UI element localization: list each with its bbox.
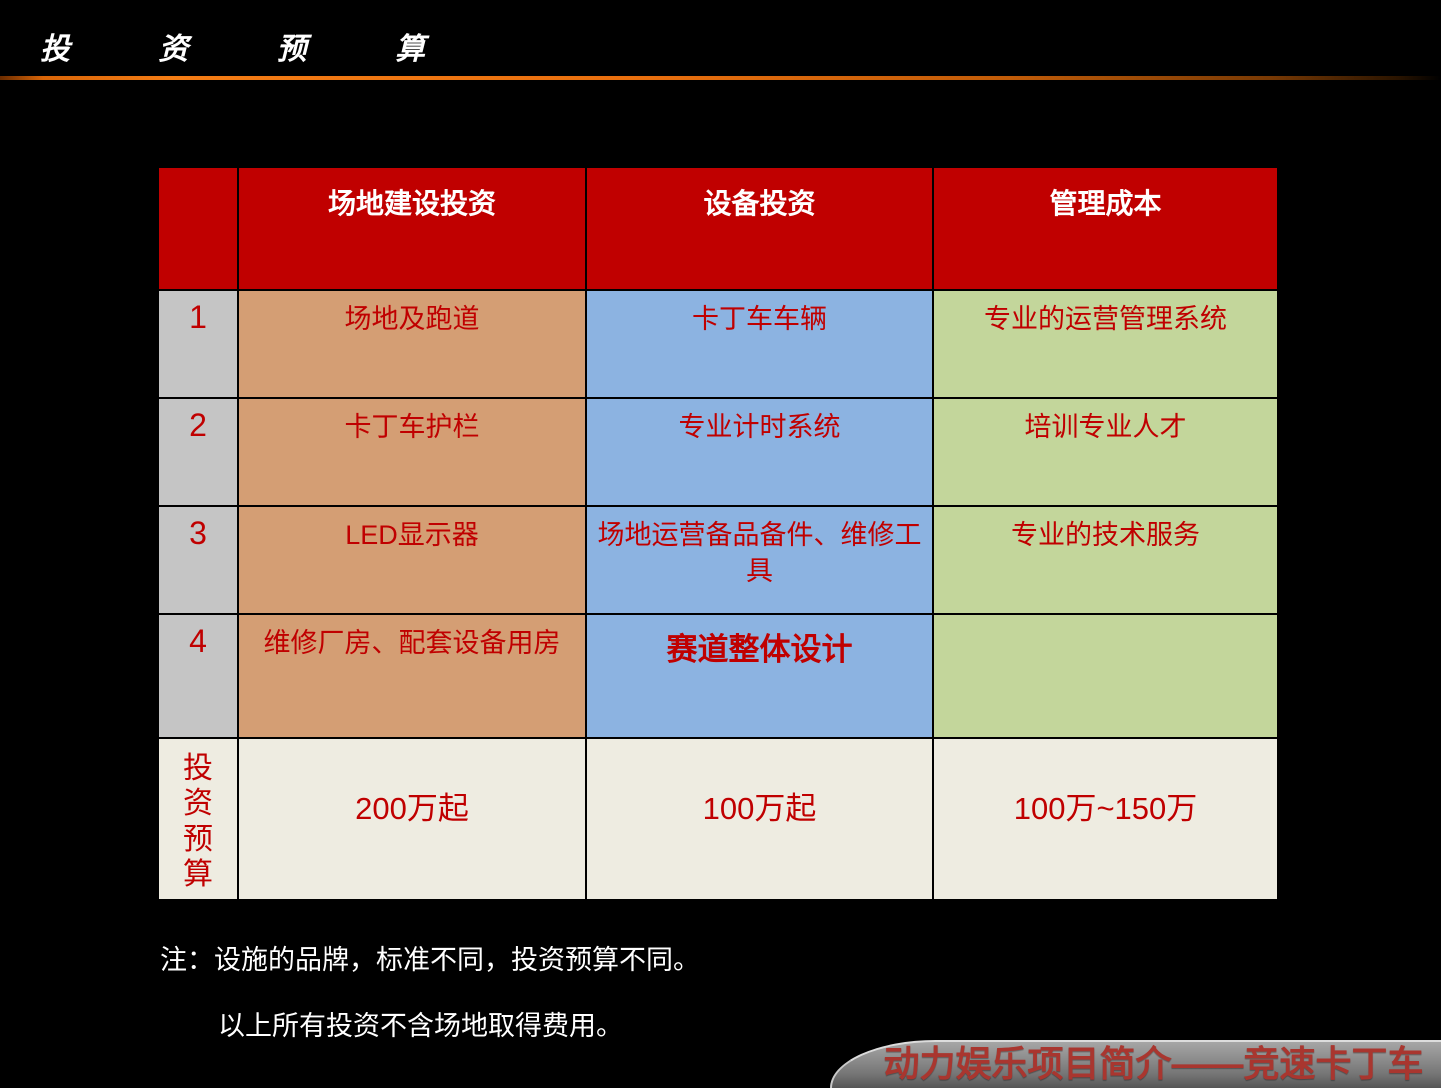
table-cell: 场地运营备品备件、维修工具 xyxy=(585,505,934,615)
table-row: 3 LED显示器 场地运营备品备件、维修工具 专业的技术服务 xyxy=(157,505,1279,615)
summary-value: 100万起 xyxy=(585,737,934,901)
table-cell: 维修厂房、配套设备用房 xyxy=(237,613,587,739)
footer-banner: 动力娱乐项目简介——竞速卡丁车 xyxy=(830,1040,1441,1088)
table-cell: LED显示器 xyxy=(237,505,587,615)
table-cell xyxy=(932,613,1279,739)
title-underline xyxy=(0,76,1441,80)
investment-budget-table: 场地建设投资 设备投资 管理成本 1 场地及跑道 卡丁车车辆 专业的运营管理系统… xyxy=(157,166,1279,901)
table-cell: 培训专业人才 xyxy=(932,397,1279,507)
table-row: 2 卡丁车护栏 专业计时系统 培训专业人才 xyxy=(157,397,1279,507)
header-corner-cell xyxy=(157,166,239,291)
table-cell: 卡丁车护栏 xyxy=(237,397,587,507)
header-management-cost: 管理成本 xyxy=(932,166,1279,291)
table-header-row: 场地建设投资 设备投资 管理成本 xyxy=(157,166,1279,291)
summary-row: 投资预算 200万起 100万起 100万~150万 xyxy=(157,737,1279,901)
summary-value: 200万起 xyxy=(237,737,587,901)
table-cell: 专业计时系统 xyxy=(585,397,934,507)
header-site-investment: 场地建设投资 xyxy=(237,166,587,291)
table-cell: 赛道整体设计 xyxy=(585,613,934,739)
row-number: 4 xyxy=(157,613,239,739)
table-row: 1 场地及跑道 卡丁车车辆 专业的运营管理系统 xyxy=(157,289,1279,399)
footnote-land-cost: 以上所有投资不含场地取得费用。 xyxy=(218,1011,623,1041)
row-number: 3 xyxy=(157,505,239,615)
footnote-brand-standard: 注：设施的品牌，标准不同，投资预算不同。 xyxy=(160,945,700,975)
table-cell: 专业的运营管理系统 xyxy=(932,289,1279,399)
footer-project-title: 动力娱乐项目简介——竞速卡丁车 xyxy=(883,1043,1424,1084)
row-number: 2 xyxy=(157,397,239,507)
table-row: 4 维修厂房、配套设备用房 赛道整体设计 xyxy=(157,613,1279,739)
table-cell: 专业的技术服务 xyxy=(932,505,1279,615)
table-cell: 卡丁车车辆 xyxy=(585,289,934,399)
summary-label: 投资预算 xyxy=(157,737,239,901)
page-title: 投 资 预 算 xyxy=(40,33,466,66)
header-equipment-investment: 设备投资 xyxy=(585,166,934,291)
table-cell: 场地及跑道 xyxy=(237,289,587,399)
row-number: 1 xyxy=(157,289,239,399)
summary-value: 100万~150万 xyxy=(932,737,1279,901)
